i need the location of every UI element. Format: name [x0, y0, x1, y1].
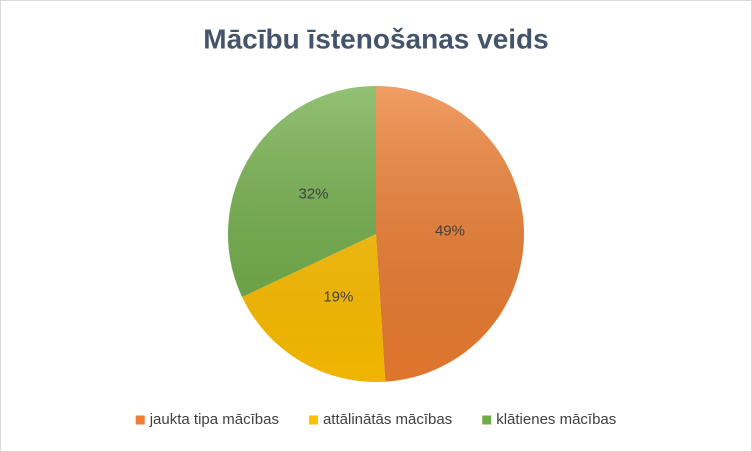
legend-label: attālinātās mācības — [323, 411, 452, 428]
legend-marker — [482, 415, 492, 425]
legend-label: jaukta tipa mācības — [149, 411, 279, 428]
data-label: 49% — [435, 223, 465, 240]
legend-marker — [135, 415, 145, 425]
data-label: 19% — [323, 289, 353, 306]
chart-title: Mācību īstenošanas veids — [203, 23, 548, 54]
data-label: 32% — [299, 185, 329, 202]
legend-marker — [308, 415, 318, 425]
legend-label: klātienes mācības — [496, 411, 616, 428]
